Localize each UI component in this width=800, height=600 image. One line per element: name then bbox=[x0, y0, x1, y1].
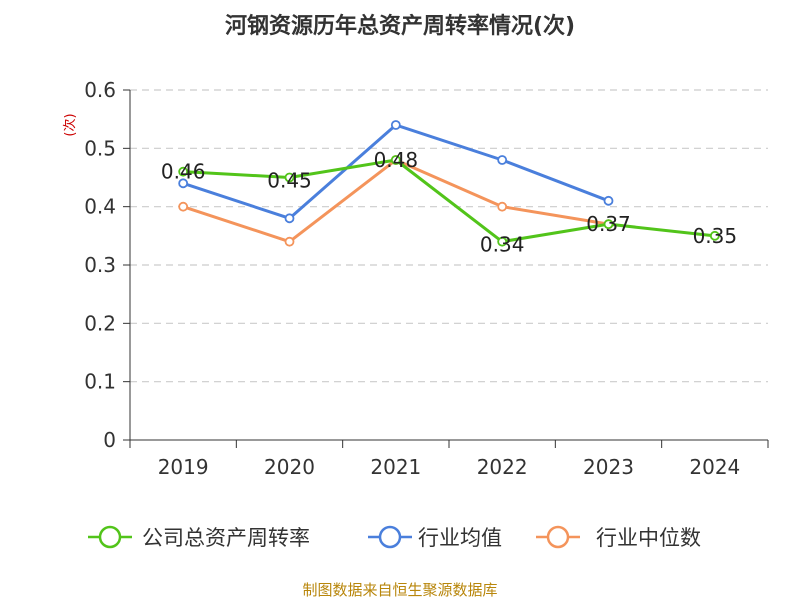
y-axis-label: (次) bbox=[62, 113, 78, 136]
series-1 bbox=[178, 120, 614, 224]
y-ticks: 0 0.1 0.2 0.3 0.4 0.5 0.6 bbox=[84, 78, 116, 452]
data-point bbox=[178, 166, 189, 177]
data-point bbox=[603, 195, 614, 206]
x-tick-label: 2024 bbox=[689, 455, 740, 479]
source-note: 制图数据来自恒生聚源数据库 bbox=[302, 581, 497, 599]
y-tick-label: 0.3 bbox=[84, 253, 116, 277]
data-point bbox=[497, 236, 508, 247]
y-tick-label: 0 bbox=[103, 428, 116, 452]
x-tick-label: 2019 bbox=[158, 455, 209, 479]
data-point bbox=[284, 213, 295, 224]
y-tick-label: 0.2 bbox=[84, 311, 116, 335]
grid bbox=[130, 89, 768, 383]
data-point bbox=[709, 230, 720, 241]
y-tick-label: 0.4 bbox=[84, 195, 116, 219]
data-point bbox=[497, 155, 508, 165]
legend-item[interactable]: 行业中位数 bbox=[536, 525, 701, 550]
y-tick-label: 0.5 bbox=[84, 136, 116, 160]
legend-marker bbox=[378, 525, 402, 549]
legend-item[interactable]: 公司总资产周转率 bbox=[88, 525, 310, 550]
series-group bbox=[178, 120, 720, 247]
x-tick-label: 2021 bbox=[370, 455, 421, 479]
series-line bbox=[182, 158, 609, 244]
series-0 bbox=[178, 155, 720, 247]
legend-label: 公司总资产周转率 bbox=[142, 526, 310, 550]
data-label: 0.46 bbox=[161, 160, 206, 184]
data-point bbox=[284, 236, 295, 247]
chart-title: 河钢资源历年总资产周转率情况(次) bbox=[225, 13, 575, 39]
legend-label: 行业均值 bbox=[418, 526, 502, 550]
data-label: 0.45 bbox=[267, 169, 312, 193]
legend-marker bbox=[98, 525, 122, 549]
legend-label: 行业中位数 bbox=[596, 526, 701, 550]
data-point bbox=[390, 155, 401, 165]
data-point bbox=[178, 178, 189, 189]
x-ticks: 2019 2020 2021 2022 2023 2024 bbox=[158, 455, 741, 479]
data-point bbox=[284, 172, 295, 183]
data-point bbox=[390, 120, 401, 130]
legend[interactable]: 公司总资产周转率 行业均值 行业中位数 bbox=[88, 525, 701, 550]
data-point bbox=[497, 201, 508, 212]
data-label: 0.48 bbox=[374, 148, 419, 172]
data-point bbox=[603, 219, 614, 230]
legend-marker bbox=[546, 525, 570, 549]
legend-item[interactable]: 行业均值 bbox=[368, 525, 502, 550]
series-line bbox=[183, 158, 715, 244]
data-labels: 0.46 0.45 0.48 0.34 0.37 0.35 bbox=[161, 148, 737, 257]
data-point bbox=[178, 201, 189, 212]
x-tick-label: 2022 bbox=[477, 455, 528, 479]
y-tick-label: 0.1 bbox=[84, 370, 116, 394]
x-tick-label: 2023 bbox=[583, 455, 634, 479]
data-label: 0.37 bbox=[586, 212, 631, 236]
x-tick-label: 2020 bbox=[264, 455, 315, 479]
axes bbox=[123, 89, 769, 448]
y-tick-label: 0.6 bbox=[84, 78, 116, 102]
data-label: 0.35 bbox=[693, 224, 738, 248]
data-label: 0.34 bbox=[480, 233, 525, 257]
